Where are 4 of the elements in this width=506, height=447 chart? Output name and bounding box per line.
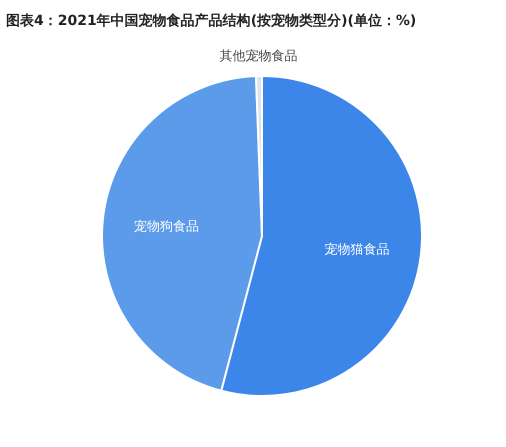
- slice-label: 其他宠物食品: [220, 49, 298, 64]
- slice-label: 宠物猫食品: [324, 242, 390, 258]
- chart-title: 图表4：2021年中国宠物食品产品结构(按宠物类型分)(单位：%): [6, 12, 416, 29]
- slice-label: 宠物狗食品: [134, 219, 200, 234]
